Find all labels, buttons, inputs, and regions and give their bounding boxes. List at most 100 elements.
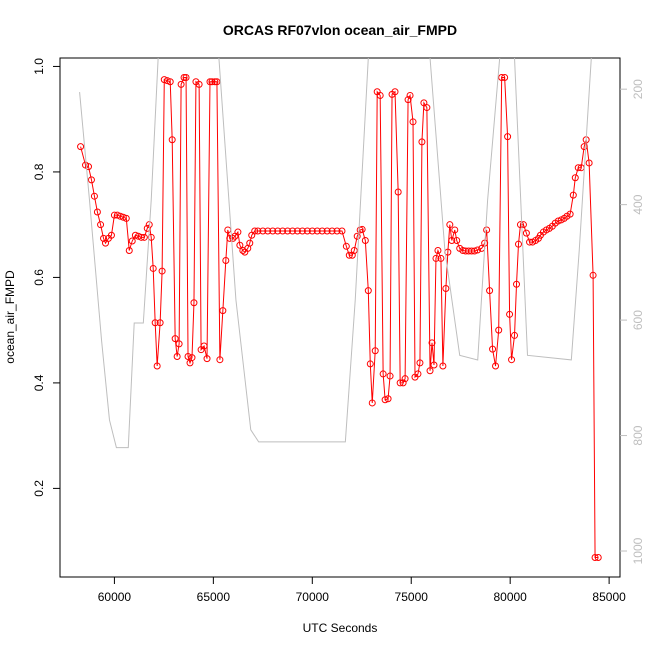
data-point [216,356,224,364]
data-point [279,227,287,235]
chart-title: ORCAS RF07vlon ocean_air_FMPD [223,22,457,38]
data-point [495,326,503,334]
data-point [416,359,424,367]
data-point [213,78,221,86]
series-line [79,58,592,449]
data-point [188,354,196,362]
data-point [153,362,161,370]
data-point [303,227,311,235]
data-point [84,163,92,171]
data-point [426,367,434,375]
data-point [442,284,450,292]
data-point [328,227,336,235]
data-point [519,221,527,229]
data-point [574,164,582,172]
data-point [501,74,509,82]
data-point [177,80,185,88]
data-point [492,362,500,370]
data-point [107,231,115,239]
data-point [381,396,389,404]
data-point [140,233,148,241]
x-tick-label: 85000 [592,590,626,604]
data-point [366,360,374,368]
data-point [404,96,412,104]
data-point [506,310,514,318]
data-point [293,227,301,235]
data-point [437,254,445,262]
data-point [486,287,494,295]
data-point [211,78,219,86]
data-point [333,227,341,235]
data-point [432,254,440,262]
data-point [190,299,198,307]
data-point [566,210,574,218]
data-point [100,234,108,242]
plot-area [77,58,602,561]
data-point [323,227,331,235]
data-point [453,236,461,244]
data-point [591,553,599,561]
data-point [160,76,168,84]
data-point [128,237,136,245]
data-point [418,138,426,146]
data-point [409,118,417,126]
data-point [156,319,164,327]
data-point [313,227,321,235]
y2-tick-label: 400 [631,194,645,214]
series-line [80,77,599,558]
data-point [345,251,353,259]
data-point [173,353,181,361]
data-point [364,287,372,295]
data-point [163,77,171,85]
data-point [125,247,133,255]
data-point [298,227,306,235]
data-point [516,221,524,229]
data-point [131,231,139,239]
data-point [508,356,516,364]
data-point [430,361,438,369]
data-point [143,224,151,232]
data-point [158,267,166,275]
data-point [137,233,145,241]
data-point [219,307,227,315]
data-point [236,241,244,249]
data-point [259,227,267,235]
y-tick-label: 0.6 [32,269,46,286]
data-point [195,80,203,88]
data-point [97,221,105,229]
data-point [451,226,459,234]
data-point [504,133,512,141]
data-point [428,339,436,347]
data-point [180,74,188,82]
y2-tick-label: 200 [631,79,645,99]
data-point [206,78,214,86]
data-point [585,159,593,167]
data-point [77,143,85,151]
data-point [116,212,124,220]
data-point [401,375,409,383]
data-point [122,214,130,222]
data-point [446,221,454,229]
data-point [522,229,530,237]
data-point [391,88,399,96]
data-point [350,247,358,255]
data-point [498,74,506,82]
data-point [119,213,127,221]
data-point [471,247,479,255]
data-point [569,191,577,199]
data-point [200,342,208,350]
data-point [184,353,192,361]
data-point [151,319,159,327]
data-point [90,192,98,200]
data-point [147,233,155,241]
data-point [166,78,174,86]
data-point [474,246,482,254]
y2-tick-label: 600 [631,310,645,330]
data-point [554,217,562,225]
data-point [234,228,242,236]
data-point [376,91,384,99]
data-point [434,247,442,255]
y-tick-label: 0.8 [32,163,46,180]
data-point [264,227,272,235]
